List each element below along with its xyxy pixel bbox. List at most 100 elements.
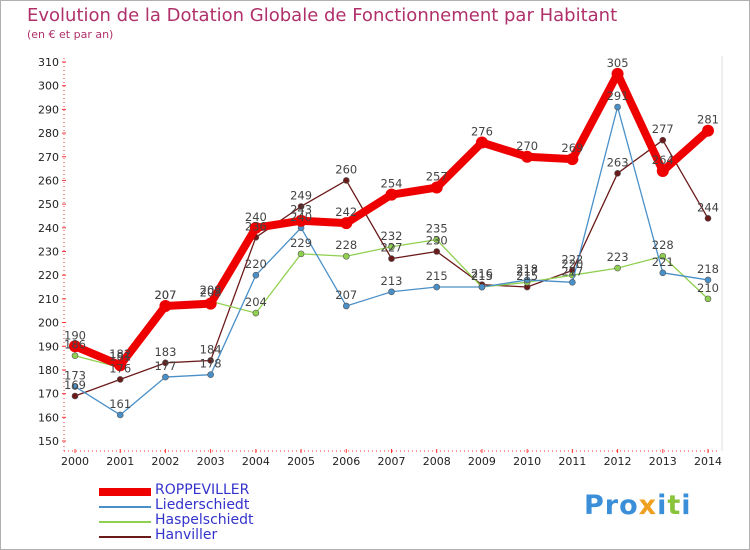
legend-label: Haspelschiedt	[155, 512, 254, 528]
x-tick-label: 2003	[197, 455, 225, 468]
data-point	[69, 340, 81, 353]
data-label: 173	[64, 369, 86, 383]
x-tick-label: 2011	[558, 455, 586, 468]
data-label: 216	[471, 267, 493, 281]
data-point	[252, 271, 260, 279]
y-tick-label: 190	[38, 340, 59, 353]
data-point	[433, 236, 441, 243]
legend-swatch	[99, 521, 151, 523]
data-point	[71, 383, 79, 390]
data-label: 182	[109, 347, 131, 361]
x-tick-label: 2008	[423, 455, 451, 468]
data-point	[207, 357, 214, 364]
data-point	[569, 278, 576, 286]
data-point	[162, 359, 169, 367]
data-label: 177	[154, 359, 176, 373]
x-tick-label: 2000	[61, 455, 89, 468]
chart-title: Evolution de la Dotation Globale de Fonc…	[27, 5, 618, 26]
data-point	[342, 177, 350, 184]
data-point	[704, 295, 712, 303]
chart-subtitle: (en € et par an)	[27, 28, 114, 41]
y-tick-label: 310	[38, 56, 59, 69]
data-point	[704, 276, 712, 284]
data-label: 227	[381, 241, 403, 255]
data-point	[116, 376, 124, 383]
x-tick-label: 2004	[242, 455, 270, 468]
data-point	[614, 170, 621, 177]
data-point	[162, 373, 169, 381]
data-point	[342, 252, 350, 260]
data-label: 236	[245, 219, 267, 233]
data-label: 240	[290, 210, 312, 224]
data-point	[297, 250, 305, 258]
data-label: 218	[516, 262, 538, 276]
data-point	[614, 103, 621, 111]
data-label: 218	[697, 262, 719, 276]
logo-part: t	[667, 490, 682, 521]
data-label: 215	[426, 269, 448, 283]
data-point	[252, 309, 260, 317]
data-point	[71, 352, 79, 360]
legend-label: ROPPEVILLER	[155, 482, 250, 498]
legend-swatch	[99, 488, 151, 496]
data-label: 213	[381, 274, 403, 288]
data-label: 161	[109, 397, 131, 411]
data-label: 305	[607, 56, 629, 70]
data-label: 228	[652, 238, 674, 252]
data-label: 207	[335, 288, 357, 302]
y-tick-label: 270	[38, 151, 59, 164]
data-point	[385, 188, 398, 201]
data-label: 221	[652, 255, 674, 269]
data-label: 220	[245, 257, 267, 271]
y-tick-label: 250	[38, 198, 59, 211]
data-point	[342, 302, 350, 310]
data-label: 209	[200, 283, 222, 297]
chart-axes: 150 160 170 180 190 200 210 220 230 240 250 260 270 2…	[38, 56, 723, 468]
data-label: 204	[245, 295, 267, 309]
data-point	[521, 150, 534, 163]
data-label: 176	[109, 361, 131, 375]
data-label: 217	[561, 264, 583, 278]
data-label: 207	[154, 288, 176, 302]
data-label: 281	[697, 113, 719, 127]
data-label: 260	[335, 162, 357, 176]
x-tick-label: 2005	[287, 455, 315, 468]
data-label: 243	[290, 203, 312, 217]
data-point	[207, 371, 214, 378]
data-label: 230	[426, 234, 448, 248]
legend-swatch	[99, 536, 151, 538]
data-point	[523, 276, 531, 284]
data-label: 222	[561, 252, 583, 266]
logo-part: i	[657, 490, 668, 521]
data-point	[659, 252, 667, 260]
data-label: 210	[697, 281, 719, 295]
data-point	[388, 255, 395, 262]
series-line-roppeviller	[71, 69, 712, 370]
data-label: 277	[652, 122, 674, 136]
data-point	[566, 153, 579, 166]
data-label: 264	[652, 153, 674, 167]
data-label: 215	[471, 269, 493, 283]
data-point	[340, 217, 353, 230]
data-point	[295, 214, 308, 227]
y-tick-label: 230	[38, 246, 59, 259]
x-tick-label: 2006	[332, 455, 360, 468]
data-point	[478, 283, 486, 291]
data-point	[114, 359, 127, 372]
x-tick-label: 2001	[106, 455, 134, 468]
data-point	[297, 203, 305, 210]
x-tick-label: 2010	[513, 455, 541, 468]
chart-lines	[69, 67, 714, 419]
data-point	[71, 392, 79, 400]
logo-part: x	[638, 490, 658, 521]
data-label: 229	[290, 236, 312, 250]
data-label: 269	[561, 141, 583, 155]
data-label: 207	[154, 288, 176, 302]
data-point	[475, 136, 488, 149]
legend-swatch	[99, 506, 151, 508]
data-point	[388, 243, 395, 251]
y-tick-label: 210	[38, 293, 59, 306]
data-point	[702, 124, 714, 137]
data-label: 240	[245, 210, 267, 224]
